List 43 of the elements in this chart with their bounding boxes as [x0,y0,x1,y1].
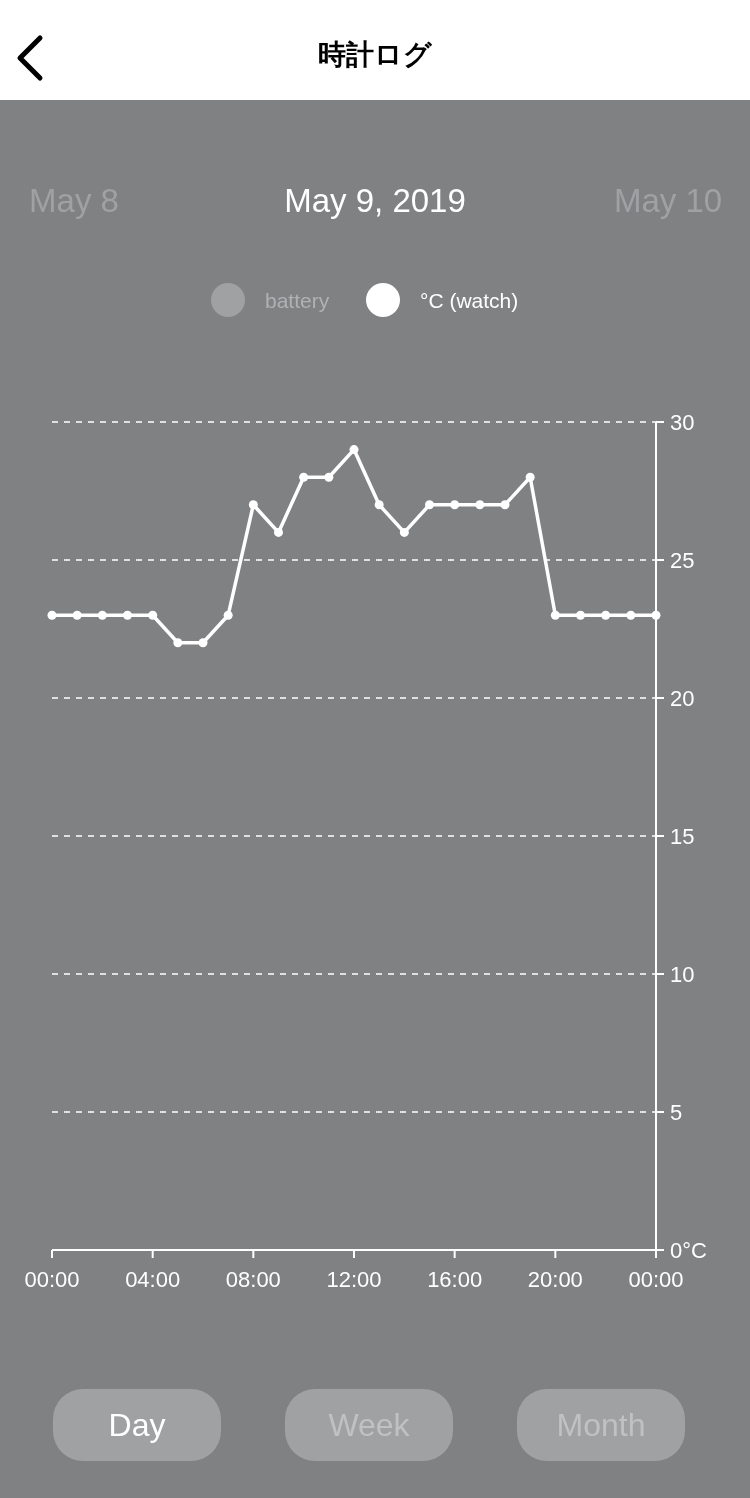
point [47,610,57,620]
y-tick-label: 20 [670,686,695,711]
point [299,472,309,482]
x-tick-label: 00:00 [628,1267,684,1292]
point [450,500,460,510]
chart-subtitle: May 9, 2019 [284,182,466,219]
point [173,638,183,648]
y-tick-label: 5 [670,1100,683,1125]
point [223,610,233,620]
point [550,610,560,620]
legend-label: °C (watch) [420,289,519,312]
point [148,610,158,620]
point [123,610,132,620]
point [198,638,208,648]
point [425,500,434,510]
x-tick-label: 04:00 [125,1267,181,1292]
point [500,500,510,510]
y-tick-label: 15 [670,824,695,849]
point [274,527,283,537]
x-tick-label: 12:00 [326,1267,382,1292]
y-tick-label: 25 [670,548,695,573]
point [324,472,334,482]
point [97,610,107,620]
point [601,610,611,620]
point [475,500,485,510]
chart-title: 時計ログ [318,38,433,71]
text: Day [108,1407,166,1443]
point [248,500,258,510]
x-tick-label: 00:00 [24,1267,80,1292]
x-tick-label: 16:00 [427,1267,483,1292]
point [374,500,384,510]
point [576,610,585,620]
point [626,610,636,620]
point [399,527,409,537]
x-tick-label: 20:00 [527,1267,583,1292]
point [349,445,359,455]
x-tick-label: 08:00 [225,1267,281,1292]
y-tick-label: 0°C [670,1238,708,1263]
point [525,472,535,482]
point [651,610,661,620]
y-tick-label: 10 [670,962,695,987]
point [72,610,82,620]
y-tick-label: 30 [670,410,695,435]
